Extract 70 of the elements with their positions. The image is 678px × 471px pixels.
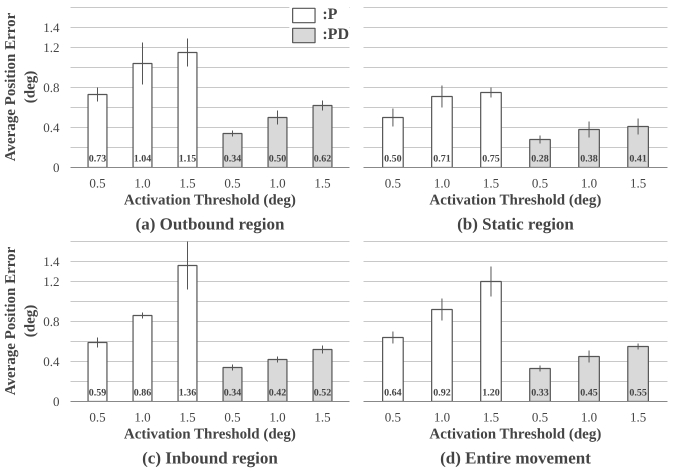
data-label: 0.34 bbox=[224, 154, 242, 164]
y-tick-label: 0.4 bbox=[43, 354, 60, 369]
data-label: 0.52 bbox=[314, 388, 332, 398]
data-label: 1.36 bbox=[178, 388, 196, 398]
data-label: 0.34 bbox=[224, 388, 242, 398]
y-tick-label: 0.4 bbox=[43, 120, 60, 135]
data-label: 0.62 bbox=[314, 154, 332, 164]
data-label: 0.73 bbox=[88, 154, 106, 164]
data-label: 0.45 bbox=[580, 388, 598, 398]
y-tick-label: 1.4 bbox=[43, 20, 60, 35]
x-tick-label: 1.0 bbox=[134, 176, 151, 190]
x-tick-label: 0.5 bbox=[224, 176, 241, 190]
x-tick-label: 1.0 bbox=[580, 176, 598, 190]
x-tick-label: 1.5 bbox=[630, 410, 646, 424]
data-label: 0.59 bbox=[88, 388, 106, 398]
y-tick-label: 1.2 bbox=[43, 40, 60, 55]
x-tick-label: 1.0 bbox=[134, 410, 151, 424]
data-label: 0.38 bbox=[580, 154, 598, 164]
x-tick-label: 0.5 bbox=[224, 410, 241, 424]
x-tick-label: 0.5 bbox=[532, 410, 548, 424]
x-tick-label: 1.0 bbox=[434, 176, 450, 190]
data-label: 0.41 bbox=[629, 154, 647, 164]
data-label: 0.71 bbox=[433, 154, 451, 164]
x-tick-label: 1.5 bbox=[630, 176, 646, 190]
data-label: 1.20 bbox=[482, 388, 500, 398]
x-axis-title: Activation Threshold (deg) bbox=[429, 192, 602, 208]
text: (c) Inbound region bbox=[142, 448, 278, 468]
text: (a) Outbound region bbox=[136, 214, 286, 234]
x-tick-label: 0.5 bbox=[89, 410, 106, 424]
x-tick-label: 1.5 bbox=[482, 176, 500, 190]
data-label: 1.04 bbox=[134, 154, 152, 164]
data-label: 0.50 bbox=[384, 154, 402, 164]
data-label: 0.55 bbox=[629, 388, 647, 398]
data-label: 0.28 bbox=[531, 154, 549, 164]
legend-label: :P bbox=[322, 6, 338, 24]
data-label: 0.42 bbox=[268, 388, 286, 398]
y-axis-title: Average Position Error (deg) bbox=[3, 12, 38, 162]
data-label: 0.33 bbox=[531, 388, 549, 398]
data-label: 0.86 bbox=[134, 388, 152, 398]
x-tick-label: 0.5 bbox=[89, 176, 106, 190]
x-axis-title: Activation Threshold (deg) bbox=[124, 192, 296, 208]
x-tick-label: 1.0 bbox=[434, 410, 450, 424]
legend-label: :PD bbox=[322, 26, 349, 44]
data-label: 0.92 bbox=[433, 388, 451, 398]
y-tick-label: 1.2 bbox=[43, 274, 60, 289]
x-tick-label: 0.5 bbox=[384, 410, 402, 424]
y-tick-label: 0 bbox=[53, 394, 60, 409]
x-tick-label: 0.5 bbox=[532, 176, 548, 190]
data-label: 0.75 bbox=[482, 154, 500, 164]
x-tick-label: 1.0 bbox=[269, 176, 286, 190]
x-tick-label: 1.0 bbox=[580, 410, 598, 424]
y-tick-label: 1.4 bbox=[43, 254, 60, 269]
x-tick-label: 1.5 bbox=[482, 410, 500, 424]
x-axis-title: Activation Threshold (deg) bbox=[124, 426, 296, 442]
text: (d) Entire movement bbox=[440, 448, 592, 468]
y-tick-label: 0 bbox=[53, 160, 60, 175]
x-tick-label: 1.5 bbox=[314, 410, 331, 424]
x-axis-title: Activation Threshold (deg) bbox=[429, 426, 602, 442]
text: (b) Static region bbox=[457, 214, 574, 234]
x-tick-label: 0.5 bbox=[384, 176, 402, 190]
data-label: 0.64 bbox=[384, 388, 402, 398]
data-label: 1.15 bbox=[178, 154, 196, 164]
x-tick-label: 1.5 bbox=[179, 410, 196, 424]
y-tick-label: 0.8 bbox=[43, 314, 60, 329]
x-tick-label: 1.0 bbox=[269, 410, 286, 424]
y-tick-label: 0.8 bbox=[43, 80, 60, 95]
x-tick-label: 1.5 bbox=[179, 176, 196, 190]
y-axis-title: Average Position Error (deg) bbox=[3, 246, 38, 396]
data-label: 0.50 bbox=[268, 154, 286, 164]
x-tick-label: 1.5 bbox=[314, 176, 331, 190]
